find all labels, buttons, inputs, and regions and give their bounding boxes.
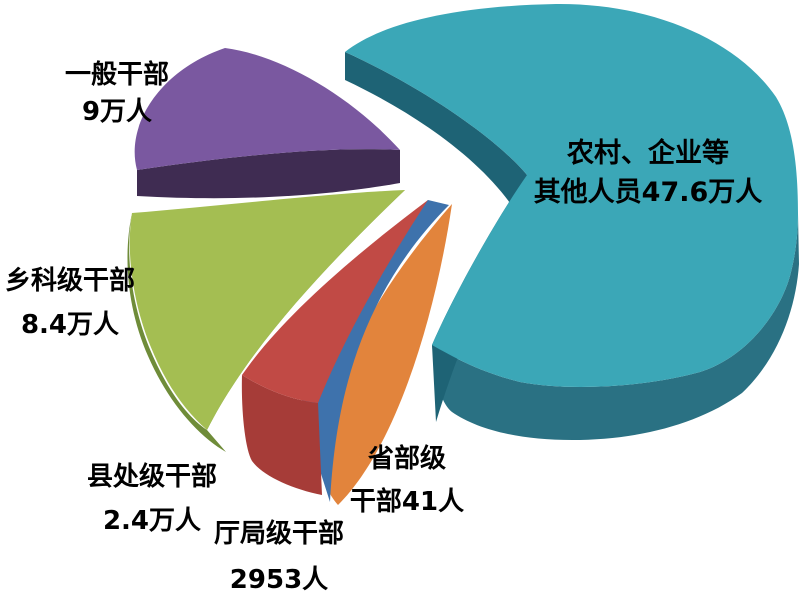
slice-label-general: 一般干部 9万人: [65, 57, 169, 131]
pie-slice-county-top-face: [242, 200, 428, 403]
slice-label-bureau-line2: 2953人: [229, 565, 329, 595]
pie-slice-bureau-top-face: [318, 204, 452, 505]
slice-label-township-line1: 乡科级干部: [4, 266, 136, 296]
slice-label-general-line2: 9万人: [81, 97, 153, 127]
slice-label-provincial-line2: 干部41人: [349, 487, 465, 517]
pie-slice-township-top-face: [129, 190, 405, 430]
slice-label-general-line1: 一般干部: [64, 60, 170, 90]
pie-slice-general-side: [137, 149, 400, 199]
slice-label-township-line2: 8.4万人: [20, 310, 120, 340]
pie-slice-county: [241, 200, 428, 495]
slice-label-county-line1: 县处级干部: [86, 462, 218, 492]
slice-label-provincial-line1: 省部级: [367, 444, 446, 474]
pie-slice-bureau: [318, 204, 452, 505]
pie-slice-provincial-face: [300, 200, 449, 502]
slice-label-rural-line1: 农村、企业等: [567, 138, 729, 169]
pie-slice-rural-bottom-side: [432, 214, 799, 440]
slice-label-rural-line2: 其他人员47.6万人: [533, 177, 763, 208]
pie-slice-provincial: [300, 200, 449, 502]
slice-label-provincial: 省部级 干部41人: [350, 438, 464, 524]
slice-label-bureau-line1: 厅局级干部: [213, 519, 345, 549]
slice-label-county: 县处级干部 2.4万人: [87, 455, 217, 543]
slice-label-township: 乡科级干部 8.4万人: [5, 259, 135, 347]
pie-slice-general: [134, 48, 401, 199]
pie-slice-township-side: [127, 213, 226, 452]
slice-label-county-line2: 2.4万人: [102, 506, 202, 536]
pie-slice-county-front-side: [241, 375, 322, 495]
pie-slice-general-top-face: [134, 48, 401, 170]
slice-label-bureau: 厅局级干部 2953人: [214, 511, 344, 600]
slice-label-rural: 农村、企业等 其他人员47.6万人: [534, 134, 763, 212]
pie-slice-township: [127, 190, 405, 452]
pie-slice-rural-top-face: [345, 3, 798, 388]
pie-slice-rural: [345, 3, 799, 440]
pie-slice-rural-inner-cut-upper: [345, 52, 527, 232]
